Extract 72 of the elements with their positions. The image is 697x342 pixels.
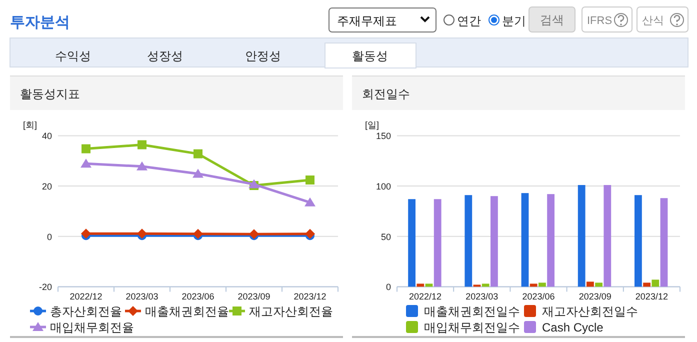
- bar: [578, 185, 586, 287]
- bar: [521, 193, 529, 287]
- bar: [416, 284, 424, 287]
- bar: [643, 282, 650, 287]
- bar: [434, 199, 442, 287]
- bar: [408, 199, 416, 287]
- legend-label: 재고자산회전일수: [542, 304, 638, 318]
- x-tick-label: 2023/12: [635, 292, 668, 302]
- legend-label: 매출채권회전일수: [424, 304, 520, 318]
- y-tick-label: 150: [376, 131, 391, 142]
- text: 주재무제표: [337, 14, 397, 28]
- point: [80, 158, 92, 168]
- legend-label: 총자산회전율: [50, 304, 122, 318]
- text: 연간: [457, 14, 481, 28]
- bar: [547, 194, 554, 287]
- bar: [538, 282, 546, 287]
- point: [304, 197, 316, 206]
- y-axis-title: [회]: [23, 120, 38, 130]
- text: 투자분석: [10, 14, 70, 31]
- point: [138, 140, 146, 150]
- y-tick-label: 100: [376, 182, 391, 192]
- bar: [482, 284, 490, 287]
- point: [192, 168, 204, 178]
- y-tick-label: 20: [42, 182, 52, 192]
- text: 검색: [540, 13, 564, 27]
- bar: [464, 195, 472, 287]
- x-tick-label: 2023/06: [182, 292, 214, 302]
- bar: [530, 284, 538, 287]
- y-axis-title: [일]: [365, 120, 380, 130]
- x-tick-label: 2023/12: [294, 292, 326, 302]
- point: [305, 228, 315, 239]
- bar: [425, 284, 433, 287]
- point: [82, 144, 90, 154]
- text: 활동성: [352, 49, 388, 63]
- legend-label: 매입채무회전율: [50, 320, 134, 334]
- chart-title: 활동성지표: [20, 87, 80, 101]
- bar: [660, 198, 668, 287]
- x-tick-label: 2023/09: [238, 292, 270, 302]
- chart-title: 회전일수: [362, 87, 410, 101]
- text: 산식: [642, 15, 664, 27]
- y-tick-label: 40: [42, 131, 52, 142]
- text: 안정성: [245, 49, 281, 63]
- point: [306, 175, 314, 184]
- x-tick-label: 2022/12: [70, 292, 102, 302]
- point: [193, 228, 203, 239]
- bar: [634, 195, 642, 287]
- legend-label: 재고자산회전율: [249, 304, 333, 318]
- bar: [490, 196, 498, 287]
- point: [137, 228, 147, 239]
- x-tick-label: 2022/12: [409, 292, 442, 302]
- x-tick-label: 2023/03: [466, 292, 498, 302]
- bar: [595, 282, 602, 287]
- legend-label: Cash Cycle: [542, 320, 604, 334]
- x-tick-label: 2023/09: [578, 292, 612, 302]
- bar: [652, 280, 660, 287]
- text: 성장성: [147, 49, 183, 63]
- text: 분기: [502, 14, 526, 28]
- point: [194, 149, 202, 158]
- text: IFRS: [587, 15, 612, 27]
- point: [81, 228, 91, 239]
- bar: [586, 282, 594, 287]
- point: [136, 161, 148, 170]
- y-tick-label: 50: [380, 232, 391, 242]
- legend-label: 매입채무회전일수: [424, 320, 520, 334]
- y-tick-label: 0: [386, 282, 391, 292]
- y-tick-label: 0: [46, 232, 52, 242]
- x-tick-label: 2023/06: [522, 292, 555, 302]
- y-tick-label: -20: [38, 282, 52, 292]
- text: 수익성: [55, 49, 91, 63]
- x-tick-label: 2023/03: [126, 292, 158, 302]
- bar: [604, 185, 612, 287]
- legend-label: 매출채권회전율: [145, 304, 229, 318]
